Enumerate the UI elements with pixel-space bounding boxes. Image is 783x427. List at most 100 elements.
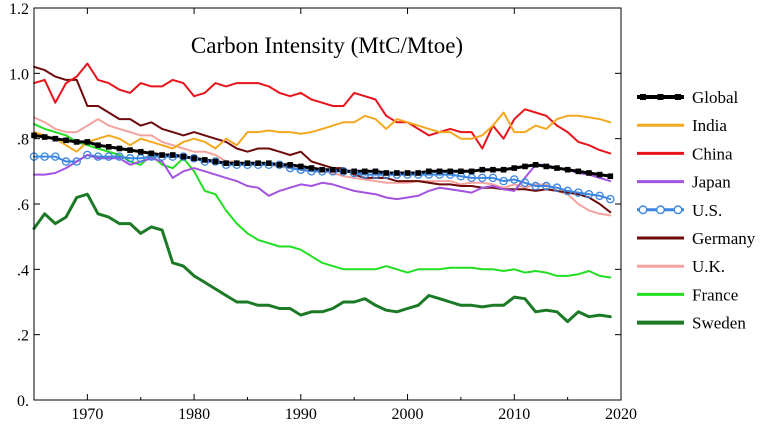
point-u-s (104, 152, 113, 161)
point-u-s (61, 157, 71, 166)
point-u-s (115, 152, 124, 161)
point-global (63, 137, 69, 144)
point-global (73, 139, 80, 145)
point-u-s (595, 191, 604, 201)
legend-label-sweden: Sweden (692, 314, 746, 333)
point-global (543, 163, 550, 170)
y-tick-label: 0. (17, 393, 29, 410)
x-tick-label: 1990 (285, 406, 317, 423)
point-global (105, 144, 112, 150)
legend-label-china: China (692, 144, 733, 163)
point-u-s (531, 181, 540, 191)
point-global (287, 162, 293, 168)
point-global (159, 152, 165, 158)
legend-marker-u-s (673, 205, 683, 215)
point-global (266, 160, 272, 166)
legend-label-u-s: U.S. (692, 201, 722, 220)
point-global (575, 168, 582, 175)
point-global (372, 168, 379, 175)
point-u-s (40, 152, 49, 161)
point-u-s (339, 167, 348, 176)
point-u-s (72, 157, 81, 166)
point-global (276, 162, 283, 168)
point-global (255, 160, 261, 166)
point-u-s (136, 154, 145, 163)
point-global (127, 147, 133, 153)
point-global (490, 166, 496, 173)
y-tick-label: .4 (17, 262, 29, 279)
point-global (148, 150, 155, 157)
point-global (330, 166, 336, 173)
legend-label-u-k: U.K. (692, 257, 725, 276)
point-u-s (179, 152, 188, 161)
point-u-s (478, 173, 487, 183)
point-global (532, 162, 539, 168)
point-global (522, 163, 528, 170)
legend-label-india: India (692, 116, 727, 135)
point-global (564, 166, 571, 173)
legend-label-global: Global (692, 88, 739, 107)
point-global (41, 134, 48, 140)
series-line-u-s (33, 154, 612, 201)
point-global (383, 170, 389, 176)
y-tick-label: .6 (17, 197, 29, 214)
point-global (223, 160, 229, 166)
point-u-s (93, 152, 103, 161)
point-u-s (574, 188, 583, 197)
point-global (244, 160, 251, 166)
point-global (458, 168, 464, 175)
point-u-s (83, 150, 92, 160)
point-global (233, 160, 240, 166)
y-axis: 0. .2 .4 .6 .8 1.0 1.2 (9, 1, 621, 410)
point-u-s (51, 152, 60, 161)
y-tick-label: 1.2 (9, 1, 29, 18)
y-tick-label: .2 (17, 328, 29, 345)
point-global (95, 142, 101, 148)
point-global (436, 168, 443, 175)
point-global (426, 168, 432, 175)
y-tick-label: 1.0 (9, 66, 29, 83)
point-u-s (189, 154, 199, 163)
series-line-india (33, 111, 612, 153)
chart-title: Carbon Intensity (MtC/Mtoe) (191, 33, 463, 58)
series-line-japan (33, 154, 612, 201)
point-u-s (275, 160, 284, 170)
legend-marker-global (640, 94, 646, 100)
series-line-germany (33, 65, 612, 214)
y-tick-label: .8 (17, 132, 29, 149)
point-global (415, 170, 422, 176)
point-global (362, 168, 368, 175)
legend-marker-u-s (656, 205, 666, 215)
point-global (554, 165, 560, 171)
legend-marker-global (657, 94, 664, 100)
point-global (169, 152, 176, 158)
point-global (298, 163, 304, 170)
point-global (468, 168, 475, 175)
point-u-s (488, 173, 498, 183)
point-global (607, 173, 614, 180)
point-global (137, 148, 144, 155)
point-u-s (467, 173, 476, 183)
point-global (180, 153, 187, 160)
point-u-s (211, 157, 220, 166)
point-global (404, 170, 411, 176)
x-tick-label: 2010 (498, 406, 530, 423)
point-u-s (499, 176, 508, 186)
legend-label-france: France (692, 285, 738, 304)
legend-marker-u-s (638, 205, 648, 215)
point-global (84, 139, 91, 145)
point-u-s (520, 178, 530, 188)
point-global (511, 165, 518, 171)
x-axis: 1970 1980 1990 2000 2010 2020 (33, 8, 637, 423)
point-global (308, 165, 315, 171)
point-global (116, 145, 123, 152)
point-u-s (584, 189, 594, 199)
x-tick-label: 2020 (605, 406, 637, 423)
legend: Global India China Japan U.S. Germany U.K. Fran… (637, 88, 756, 333)
point-global (212, 158, 219, 165)
point-u-s (552, 183, 562, 192)
point-global (319, 166, 325, 173)
x-tick-label: 1970 (71, 406, 103, 423)
point-u-s (542, 181, 551, 191)
